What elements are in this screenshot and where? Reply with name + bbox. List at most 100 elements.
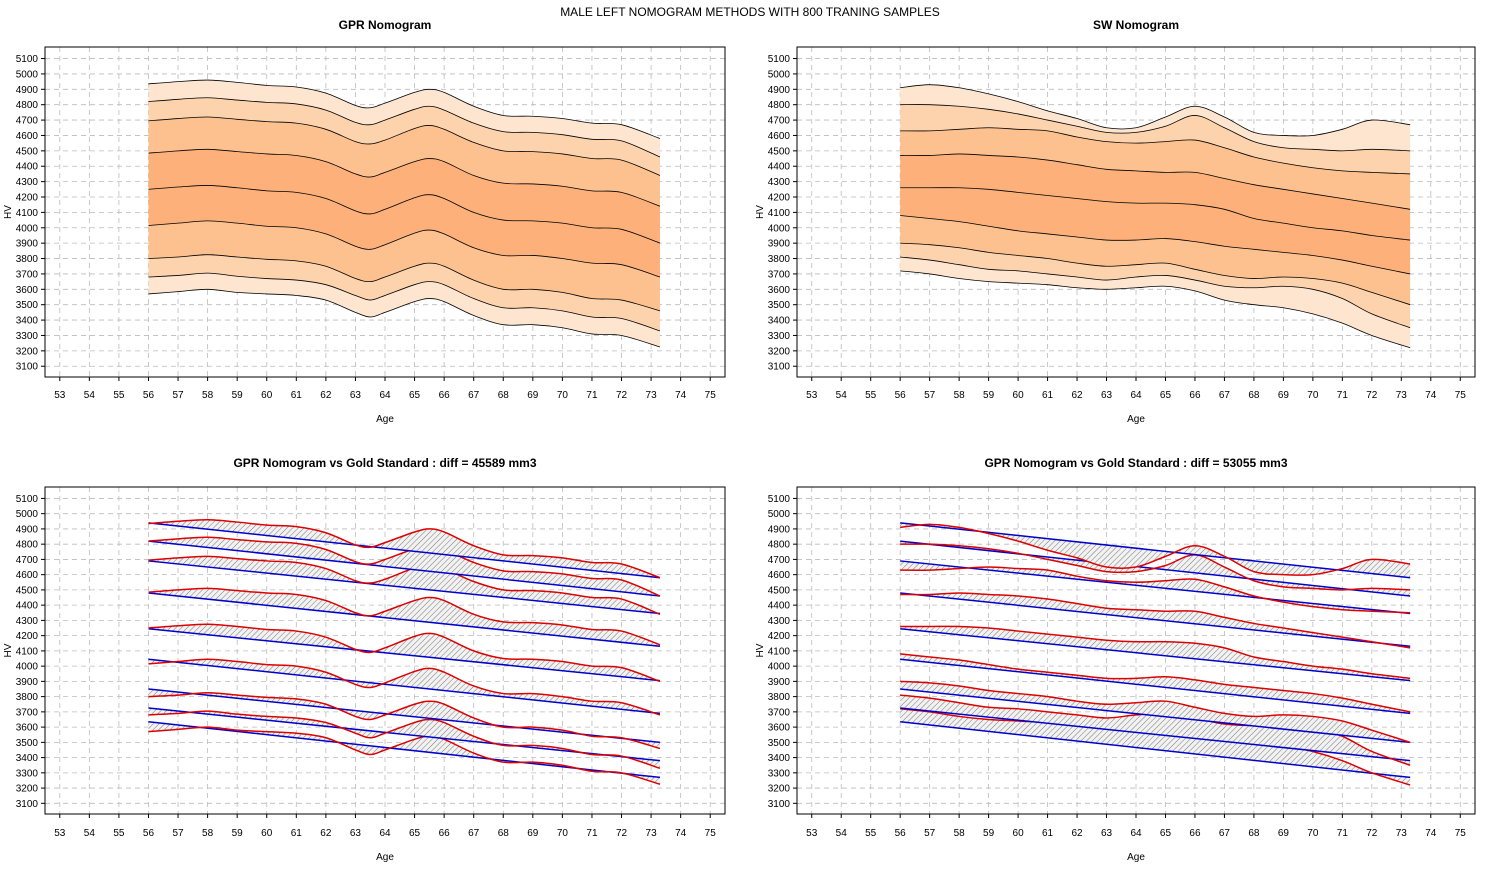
y-tick-label: 3900 (16, 239, 39, 250)
y-tick-label: 4000 (768, 223, 791, 234)
difference-area (148, 708, 660, 769)
y-tick-label: 4200 (16, 193, 39, 204)
y-tick-label: 3800 (768, 692, 791, 703)
x-tick-label: 54 (836, 828, 848, 839)
y-tick-label: 4700 (16, 116, 39, 127)
x-tick-label: 57 (924, 390, 936, 401)
y-tick-label: 4000 (16, 223, 39, 234)
y-axis-label: HV (3, 643, 14, 657)
y-tick-label: 4600 (16, 570, 39, 581)
difference-area (148, 688, 660, 749)
x-tick-label: 56 (143, 390, 155, 401)
y-tick-label: 4300 (768, 177, 791, 188)
gold-standard-line (148, 628, 661, 682)
chart-panel-1: GPR Nomogram 3100 3200 3300 3400 3500 3600 3700… (3, 18, 726, 425)
difference-area (148, 519, 660, 578)
chart-panel-4: GPR Nomogram vs Gold Standard : diff = 5… (755, 456, 1476, 863)
nomogram-line (900, 680, 1411, 744)
x-tick-label: 71 (586, 828, 598, 839)
x-tick-label: 54 (836, 390, 848, 401)
x-tick-label: 61 (1042, 828, 1054, 839)
y-tick-label: 4400 (16, 162, 39, 173)
y-tick-label: 4200 (768, 631, 791, 642)
x-tick-label: 75 (705, 390, 717, 401)
nomogram-line (148, 726, 661, 785)
gold-standard-line (148, 592, 661, 648)
x-tick-label: 55 (865, 828, 877, 839)
nomogram-line (900, 653, 1411, 713)
chart-panels: GPR Nomogram 3100 3200 3300 3400 3500 3600 3700… (3, 18, 1476, 863)
percentile-curve (900, 215, 1411, 275)
x-tick-label: 56 (895, 390, 907, 401)
percentile-curve (900, 84, 1411, 137)
x-tick-label: 53 (54, 828, 66, 839)
gold-standard-line (148, 658, 661, 715)
percentile-band (148, 273, 660, 347)
y-tick-label: 4800 (768, 540, 791, 551)
difference-area (900, 695, 1411, 766)
x-tick-label: 64 (1130, 390, 1142, 401)
x-tick-label: 58 (202, 390, 214, 401)
y-tick-label: 4000 (768, 662, 791, 673)
percentile-curve (148, 185, 661, 244)
y-tick-label: 5100 (16, 54, 39, 65)
y-axis-label: HV (755, 205, 766, 219)
y-tick-label: 4400 (768, 601, 791, 612)
x-axis-label: Age (376, 414, 394, 425)
percentile-curve (148, 254, 661, 312)
x-tick-label: 58 (954, 390, 966, 401)
x-tick-label: 64 (379, 390, 391, 401)
x-tick-label: 74 (675, 390, 687, 401)
difference-area (148, 588, 660, 647)
y-tick-label: 3500 (768, 300, 791, 311)
x-tick-label: 69 (1278, 390, 1290, 401)
y-tick-label: 3800 (768, 254, 791, 265)
x-axis-label: Age (376, 852, 394, 863)
y-tick-label: 4600 (768, 570, 791, 581)
x-tick-label: 66 (439, 390, 451, 401)
y-tick-label: 3800 (16, 692, 39, 703)
nomogram-line (148, 519, 661, 579)
y-tick-label: 3400 (16, 316, 39, 327)
y-tick-label: 3300 (16, 331, 39, 342)
y-tick-label: 3100 (16, 362, 39, 373)
nomogram-line (148, 587, 661, 646)
percentile-band (900, 84, 1411, 151)
nomogram-line (148, 555, 661, 615)
x-tick-label: 74 (1425, 828, 1437, 839)
x-tick-label: 74 (1425, 390, 1437, 401)
percentile-band (900, 215, 1411, 305)
panel-title: GPR Nomogram vs Gold Standard : diff = 5… (984, 456, 1287, 470)
x-tick-label: 67 (468, 390, 480, 401)
y-tick-label: 4700 (16, 555, 39, 566)
x-tick-label: 55 (865, 390, 877, 401)
y-tick-label: 5000 (16, 509, 39, 520)
gold-standard-line (900, 592, 1411, 648)
y-tick-label: 5000 (16, 69, 39, 80)
y-tick-label: 4300 (16, 616, 39, 627)
y-tick-label: 3200 (16, 346, 39, 357)
x-axis-label: Age (1127, 414, 1145, 425)
y-axis-label: HV (3, 205, 14, 219)
y-tick-label: 3200 (768, 784, 791, 795)
percentile-curve (148, 97, 661, 158)
x-tick-label: 65 (409, 828, 421, 839)
x-tick-label: 61 (1042, 390, 1054, 401)
x-tick-label: 57 (172, 390, 184, 401)
y-axis: 3100 3200 3300 3400 3500 3600 3700 3800 3900 4000… (768, 54, 797, 373)
x-tick-label: 67 (1219, 828, 1231, 839)
nomogram-line (148, 623, 661, 683)
x-tick-label: 66 (1189, 828, 1201, 839)
x-tick-label: 58 (954, 828, 966, 839)
x-tick-label: 54 (84, 390, 96, 401)
nomogram-line (900, 625, 1411, 680)
x-tick-label: 73 (1396, 828, 1408, 839)
x-tick-label: 74 (675, 828, 687, 839)
x-tick-label: 70 (557, 390, 569, 401)
gold-standard-line (148, 707, 661, 762)
difference-area (148, 537, 660, 596)
gold-standard-line (900, 688, 1411, 744)
x-tick-label: 72 (616, 828, 628, 839)
x-tick-label: 60 (261, 390, 273, 401)
